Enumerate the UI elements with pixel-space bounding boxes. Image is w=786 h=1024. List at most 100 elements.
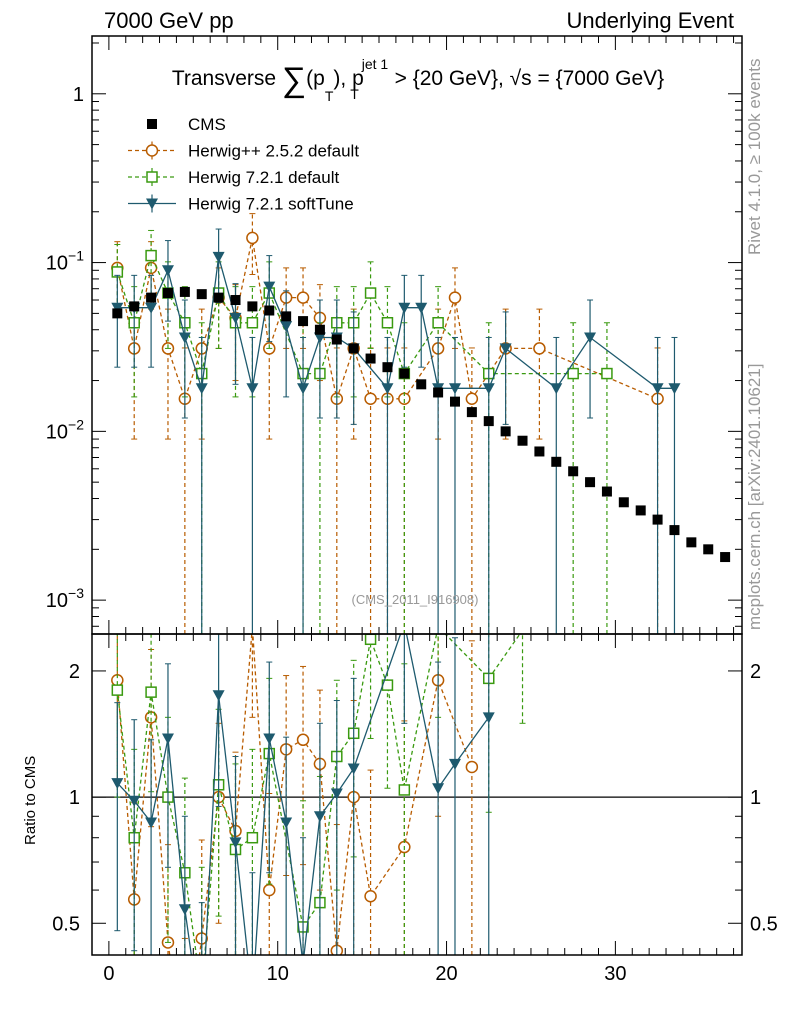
ratio-softtune-point bbox=[263, 733, 276, 745]
ratio-softtune-point bbox=[330, 788, 343, 800]
main-softtune-point bbox=[584, 332, 597, 344]
main-cms-point bbox=[585, 477, 596, 488]
legend-label: Herwig 7.2.1 softTune bbox=[188, 195, 354, 214]
ratio-herwig721-point bbox=[111, 684, 124, 696]
ratio-softtune-point bbox=[212, 690, 225, 702]
main-cms-point bbox=[568, 466, 579, 477]
main-cms-point bbox=[230, 295, 241, 306]
main-herwig721-point bbox=[432, 317, 444, 329]
main-cms-point bbox=[601, 486, 612, 497]
main-cms-point bbox=[331, 334, 342, 345]
main-softtune-point bbox=[111, 302, 124, 314]
tick-label-exponent: −3 bbox=[68, 585, 84, 601]
main-cms-point bbox=[534, 446, 545, 457]
x-tick-label: 10 bbox=[267, 963, 289, 985]
main-softtune-point bbox=[195, 383, 208, 395]
main-softtune-point bbox=[246, 383, 259, 395]
main-cms-point bbox=[382, 362, 393, 373]
ratio-plot-area bbox=[92, 634, 742, 955]
title-sub2: T bbox=[350, 86, 359, 102]
main-cms-point bbox=[298, 316, 309, 327]
main-softtune-point bbox=[297, 383, 310, 395]
main-cms-point bbox=[112, 308, 123, 319]
legend-entry: Herwig 7.2.1 softTune bbox=[128, 194, 354, 214]
legend-marker bbox=[146, 198, 158, 210]
main-cms-point bbox=[517, 435, 528, 446]
ratio-y-tick-label-left: 2 bbox=[69, 661, 80, 683]
legend-label: Herwig 7.2.1 default bbox=[188, 168, 339, 187]
main-softtune-point bbox=[499, 343, 512, 355]
main-softtune-point bbox=[280, 321, 293, 333]
main-cms-point bbox=[686, 537, 697, 548]
main-cms-point bbox=[618, 497, 629, 508]
ratio-y-tick-label-left: 0.5 bbox=[52, 913, 80, 935]
main-softtune-point bbox=[313, 332, 326, 344]
ratio-y-tick-label-right: 1 bbox=[750, 787, 761, 809]
main-y-tick-label: 10−1 bbox=[46, 248, 84, 275]
main-cms-point bbox=[449, 396, 460, 407]
ratio-softtune-point bbox=[161, 733, 174, 745]
main-plot-area bbox=[111, 213, 731, 634]
title-sup2: jet 1 bbox=[361, 56, 389, 72]
main-cms-point bbox=[179, 286, 190, 297]
main-softtune-point bbox=[145, 302, 158, 314]
legend-label: CMS bbox=[188, 115, 226, 134]
ratio-softtune-point bbox=[111, 778, 124, 790]
main-softtune-point bbox=[415, 302, 428, 314]
ratio-herwigpp-point bbox=[364, 890, 377, 903]
main-cms-point bbox=[365, 353, 376, 364]
main-herwigpp-point bbox=[364, 392, 377, 406]
main-cms-point bbox=[314, 324, 325, 335]
ratio-softtune-point bbox=[432, 783, 445, 795]
ratio-y-tick-label-right: 0.5 bbox=[750, 913, 778, 935]
main-cms-point bbox=[146, 292, 157, 303]
main-herwig721-point bbox=[246, 317, 259, 329]
tick-label-base: 10 bbox=[46, 421, 68, 443]
main-cms-point bbox=[669, 525, 680, 536]
main-cms-point bbox=[551, 456, 562, 467]
ratio-softtune-point bbox=[313, 811, 326, 823]
main-herwigpp-line bbox=[116, 237, 658, 402]
main-y-tick-label: 10−2 bbox=[46, 416, 84, 443]
ratio-softtune-point bbox=[178, 904, 191, 916]
main-cms-point bbox=[416, 379, 427, 390]
legend-marker bbox=[145, 144, 159, 157]
main-softtune-point bbox=[381, 383, 394, 395]
main-cms-point bbox=[129, 301, 140, 312]
main-herwig721-point bbox=[364, 287, 377, 299]
main-softtune-point bbox=[212, 251, 225, 263]
legend-marker bbox=[146, 171, 158, 183]
title-part-c: ), p bbox=[333, 67, 363, 90]
main-herwig721-point bbox=[601, 367, 613, 380]
ratio-herwigpp-point bbox=[296, 733, 310, 747]
title-part-a: Transverse bbox=[172, 67, 282, 90]
main-cms-point bbox=[399, 368, 410, 379]
main-cms-point bbox=[483, 416, 494, 427]
x-tick-label: 30 bbox=[604, 963, 626, 985]
main-cms-point bbox=[500, 426, 511, 437]
ratio-herwig721-point bbox=[145, 686, 157, 698]
ratio-frame bbox=[91, 633, 743, 956]
legend-entry: Herwig++ 2.5.2 default bbox=[128, 141, 359, 161]
tick-label-base: 10 bbox=[46, 590, 68, 612]
main-herwig721-point bbox=[567, 367, 579, 380]
title-part-d: > {20 GeV}, √s = {7000 GeV} bbox=[389, 67, 664, 90]
main-softtune-point bbox=[229, 312, 242, 324]
main-cms-point bbox=[433, 387, 444, 398]
main-softtune-point bbox=[482, 383, 495, 395]
tick-label-base: 1 bbox=[73, 84, 84, 106]
ratio-herwig721-point bbox=[364, 634, 377, 646]
x-tick-label: 0 bbox=[103, 963, 114, 985]
ratio-softtune-point bbox=[347, 763, 360, 775]
legend-entry: Herwig 7.2.1 default bbox=[128, 168, 339, 187]
main-cms-point bbox=[635, 505, 646, 516]
ratio-herwig721-point bbox=[398, 784, 411, 796]
ratio-herwigpp-line bbox=[116, 634, 473, 955]
main-softtune-point bbox=[448, 383, 461, 395]
tick-label-exponent: −1 bbox=[68, 248, 84, 264]
title-part-b: (p bbox=[306, 67, 325, 90]
main-softtune-point bbox=[550, 383, 563, 395]
legend-marker bbox=[147, 119, 157, 129]
tick-label-base: 10 bbox=[46, 253, 68, 275]
